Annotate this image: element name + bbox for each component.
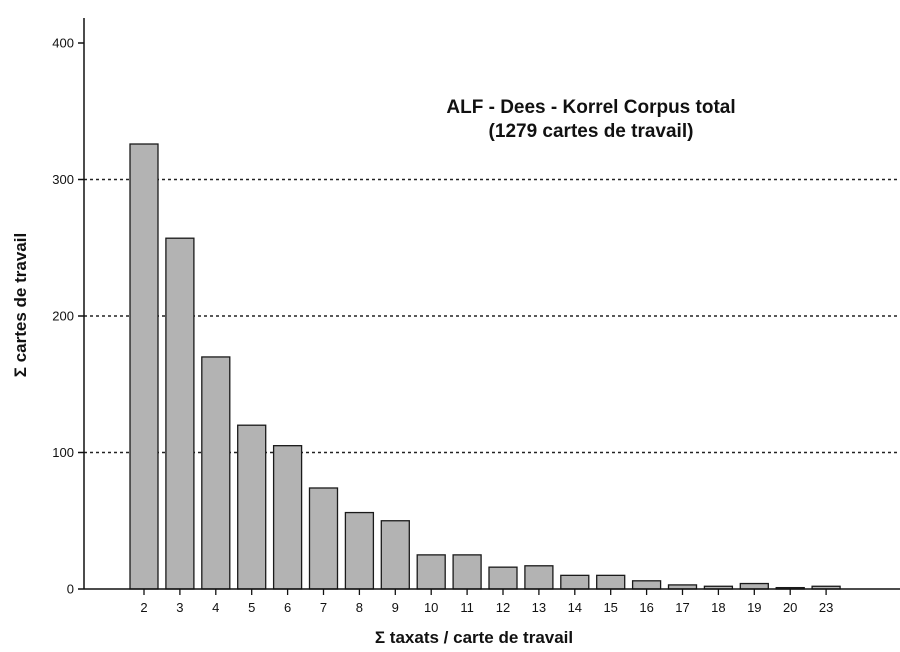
x-tick-label: 7 — [320, 600, 327, 615]
bars — [129, 143, 841, 590]
bar-12 — [488, 566, 518, 590]
bar-14 — [560, 574, 590, 590]
x-tick-label: 3 — [176, 600, 183, 615]
x-tick-label: 15 — [603, 600, 617, 615]
x-tick-label: 9 — [392, 600, 399, 615]
x-tick-label: 5 — [248, 600, 255, 615]
bar-10 — [416, 554, 446, 590]
x-ticks: 2 3 4 5 6 7 8 9 10 11 12 13 14 15 16 17 18 19 20 23 — [140, 589, 833, 615]
x-tick-label: 14 — [568, 600, 582, 615]
y-tick-label: 100 — [52, 445, 74, 460]
grid-lines — [84, 178, 900, 454]
chart-title: ALF - Dees - Korrel Corpus total — [446, 97, 735, 118]
bar-11 — [452, 554, 482, 590]
x-tick-label: 20 — [783, 600, 797, 615]
x-tick-label: 10 — [424, 600, 438, 615]
bar-8 — [344, 511, 375, 590]
y-tick-label: 300 — [52, 172, 74, 187]
x-tick-label: 16 — [639, 600, 653, 615]
x-tick-label: 8 — [356, 600, 363, 615]
bar-9 — [380, 520, 410, 590]
y-tick-label: 0 — [67, 582, 74, 597]
x-tick-label: 19 — [747, 600, 761, 615]
bar-6 — [272, 445, 303, 590]
bar-7 — [308, 487, 339, 590]
bar-15 — [596, 574, 626, 590]
y-tick-label: 200 — [52, 309, 74, 324]
axes — [83, 18, 900, 590]
x-axis-title: Σ taxats / carte de travail — [375, 628, 573, 647]
x-tick-label: 17 — [675, 600, 689, 615]
y-tick-label: 400 — [52, 36, 74, 51]
x-tick-label: 13 — [532, 600, 546, 615]
x-tick-label: 6 — [284, 600, 291, 615]
bar-16 — [631, 580, 662, 590]
x-tick-label: 11 — [460, 600, 474, 615]
bar-19 — [739, 582, 769, 590]
bar-5 — [237, 424, 267, 590]
bar-13 — [524, 565, 554, 590]
bar-4 — [201, 356, 231, 590]
chart-subtitle: (1279 cartes de travail) — [489, 121, 694, 142]
x-tick-label: 18 — [711, 600, 725, 615]
x-tick-label: 2 — [140, 600, 147, 615]
x-tick-label: 12 — [496, 600, 510, 615]
x-tick-label: 4 — [212, 600, 219, 615]
bar-3 — [165, 237, 195, 590]
x-tick-label: 23 — [819, 600, 833, 615]
y-axis-title: Σ cartes de travail — [11, 233, 30, 377]
bar-2 — [129, 143, 159, 590]
y-ticks: 0 100 200 300 400 — [52, 36, 84, 597]
